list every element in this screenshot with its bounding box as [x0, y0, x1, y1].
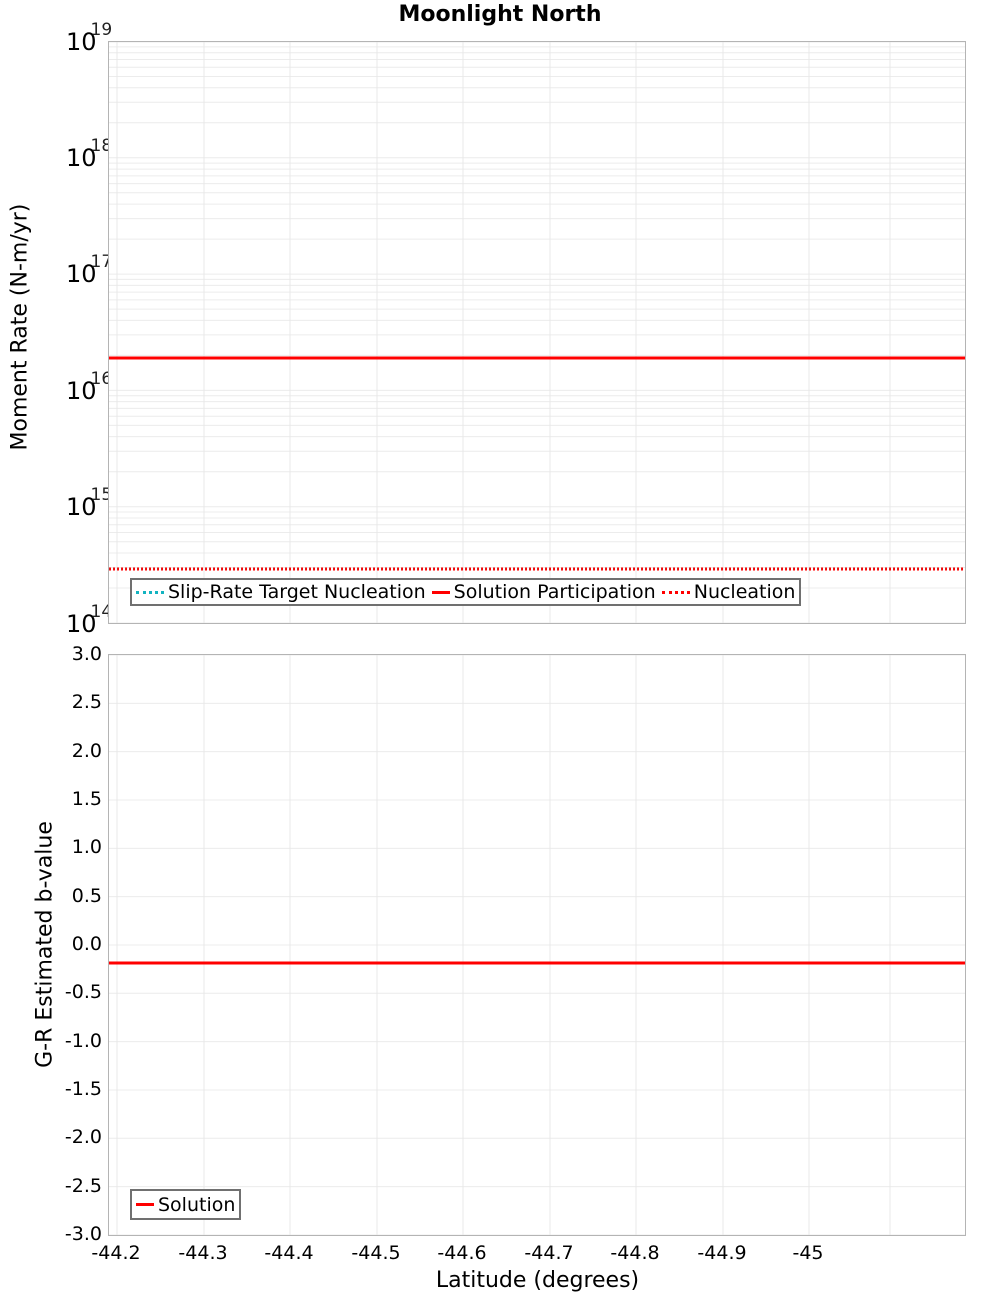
- solid-red-line-icon: [136, 1203, 154, 1206]
- y-tick: -2.0: [64, 1126, 102, 1149]
- y-tick: 1015: [66, 485, 113, 521]
- y-tick: 1014: [66, 602, 113, 638]
- top-gridlines: [109, 42, 965, 623]
- y-tick: -3.0: [64, 1222, 102, 1245]
- x-tick: -45: [792, 1242, 824, 1264]
- bottom-plot-area: Solution: [108, 654, 966, 1236]
- x-tick: -44.6: [437, 1242, 487, 1264]
- dotted-red-line-icon: [661, 590, 690, 594]
- x-tick: -44.9: [697, 1242, 747, 1264]
- solid-red-line-icon: [431, 590, 450, 594]
- legend-item-nucleation: Nucleation: [661, 581, 795, 603]
- y-tick: 1.0: [71, 836, 102, 859]
- y-tick: -0.5: [64, 981, 102, 1004]
- x-tick: -44.3: [178, 1242, 228, 1264]
- y-tick: 2.0: [71, 739, 102, 762]
- y-tick: 1018: [66, 136, 113, 172]
- y-tick: 3.0: [71, 643, 102, 665]
- y-tick: 1019: [66, 20, 113, 56]
- legend-item-slip-rate-target: Slip-Rate Target Nucleation: [136, 581, 426, 603]
- dotted-cyan-line-icon: [136, 590, 164, 594]
- y-tick: -2.5: [64, 1174, 102, 1197]
- bottom-legend: Solution: [130, 1189, 242, 1220]
- y-tick: -1.5: [64, 1077, 102, 1100]
- bottom-gridlines: [109, 655, 965, 1235]
- y-tick: 1016: [66, 369, 113, 405]
- y-tick: 0.0: [71, 932, 102, 955]
- legend-item-solution-participation: Solution Participation: [431, 581, 656, 603]
- y-tick: 1017: [66, 252, 113, 288]
- top-plot-area: Slip-Rate Target Nucleation Solution Par…: [108, 41, 966, 624]
- legend-item-solution: Solution: [136, 1194, 235, 1216]
- chart-title: Moonlight North: [398, 2, 602, 27]
- top-y-axis-label: Moment Rate (N-m/yr): [7, 203, 33, 451]
- x-tick: -44.8: [610, 1242, 660, 1264]
- x-axis-label: Latitude (degrees): [435, 1268, 640, 1293]
- y-tick: -1.0: [64, 1029, 102, 1052]
- y-tick: 0.5: [71, 884, 102, 907]
- x-tick: -44.7: [524, 1242, 574, 1264]
- x-tick: -44.5: [351, 1242, 401, 1264]
- y-tick: 2.5: [71, 691, 102, 714]
- x-tick: -44.2: [91, 1242, 141, 1264]
- top-legend: Slip-Rate Target Nucleation Solution Par…: [130, 578, 802, 606]
- y-tick: 1.5: [71, 787, 102, 810]
- x-tick: -44.4: [264, 1242, 314, 1264]
